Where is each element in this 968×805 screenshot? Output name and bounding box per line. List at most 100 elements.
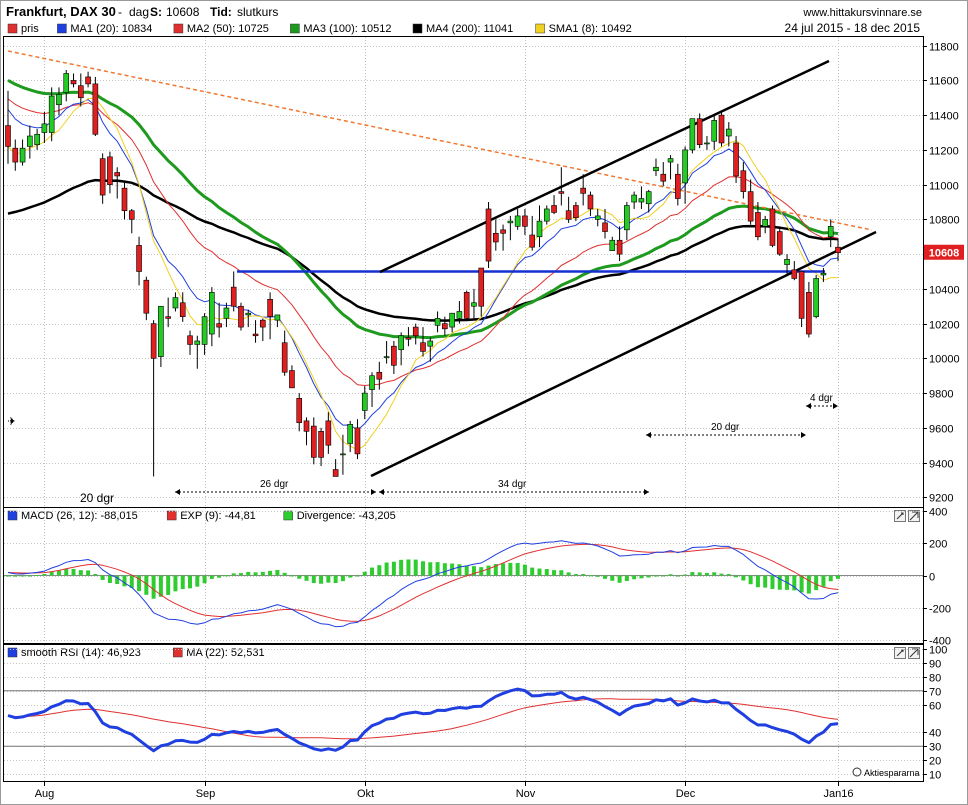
candle xyxy=(645,189,652,213)
divergence-bar xyxy=(646,575,651,578)
candle-body xyxy=(158,305,164,357)
y-axis-labels: 9200 9400 9600 9800 10000 10200 10400 10 60 0 1080… xyxy=(923,42,960,782)
candle xyxy=(383,340,390,364)
candle-body xyxy=(391,345,397,366)
candle-body xyxy=(769,208,776,246)
divergence-bar xyxy=(814,575,819,591)
candle xyxy=(78,73,84,107)
divergence-bar xyxy=(6,575,10,577)
candle-body xyxy=(478,267,485,307)
candle xyxy=(689,118,696,154)
candle xyxy=(63,70,70,102)
divergence-bar xyxy=(457,564,462,576)
rsi-legend: smooth RSI (14): 46,923 MA (22): 52,531 xyxy=(7,647,265,659)
divergence-bar xyxy=(86,570,91,576)
candle xyxy=(602,208,608,239)
candle xyxy=(682,146,688,204)
candle xyxy=(820,268,827,282)
candle xyxy=(391,340,397,374)
legend-label: MACD (26, 12): -88,015 xyxy=(21,510,138,522)
legend-swatch xyxy=(173,647,183,658)
candle xyxy=(303,417,310,446)
candle-body xyxy=(5,125,11,147)
candle-body xyxy=(529,234,536,248)
candle-body xyxy=(216,323,222,328)
candle xyxy=(529,215,536,251)
divergence-bar xyxy=(508,562,513,576)
legend-label: MA2 (50): 10725 xyxy=(187,23,269,35)
divergence-bar xyxy=(151,575,156,599)
divergence-bar xyxy=(624,575,629,582)
candle xyxy=(332,459,339,477)
candle-body xyxy=(179,302,186,317)
y-tick-label: 11400 xyxy=(929,111,959,123)
divergence-bar xyxy=(493,564,498,576)
candle-body xyxy=(19,147,26,163)
divergence-bar xyxy=(93,573,98,576)
divergence-bar xyxy=(573,574,578,576)
divergence-bar xyxy=(333,575,338,584)
divergence-bar xyxy=(49,571,54,576)
divergence-bar xyxy=(224,575,229,577)
divergence-bar xyxy=(486,565,491,576)
divergence-bar xyxy=(246,571,251,576)
candle xyxy=(740,162,747,199)
candle xyxy=(558,167,565,206)
period-label: dag xyxy=(129,5,149,19)
candle xyxy=(216,302,222,338)
downtrend-dashed-line xyxy=(7,50,873,231)
candle xyxy=(769,205,776,248)
divergence-bar xyxy=(27,575,32,577)
candle xyxy=(92,76,99,137)
price-tag-value: 10608 xyxy=(929,248,960,260)
candle-body xyxy=(733,142,739,177)
candle-body xyxy=(369,375,375,390)
candle-body xyxy=(325,420,332,446)
candle xyxy=(784,254,790,275)
candle-body xyxy=(354,427,361,455)
candle-body xyxy=(682,149,688,184)
candle-body xyxy=(624,205,630,231)
candle-body xyxy=(223,307,230,319)
candle-body xyxy=(165,316,171,319)
x-tick-label: Sep xyxy=(196,788,216,800)
date-range: 24 jul 2015 - 18 dec 2015 xyxy=(785,21,921,35)
candle xyxy=(99,153,106,204)
tid-label: Tid: xyxy=(210,5,232,19)
divergence-bar xyxy=(209,575,214,579)
candle-body xyxy=(41,123,48,133)
divergence-bar xyxy=(661,575,666,577)
candle-body xyxy=(594,215,601,220)
candle xyxy=(179,292,186,322)
candle-body xyxy=(230,286,237,307)
candle-body xyxy=(449,312,455,328)
divergence-bar xyxy=(289,575,294,577)
divergence-bar xyxy=(792,575,797,591)
candle xyxy=(507,215,514,241)
rsi-panel xyxy=(3,644,924,782)
candle-body xyxy=(667,158,674,163)
legend-swatch xyxy=(57,23,67,34)
legend-swatch xyxy=(7,510,18,521)
divergence-bar xyxy=(56,570,61,576)
candle xyxy=(704,136,710,150)
rsi-panel-controls xyxy=(894,647,920,659)
divergence-bar xyxy=(100,575,105,580)
rsi-line xyxy=(7,687,839,753)
candle xyxy=(587,191,594,216)
candle-body xyxy=(573,205,579,218)
divergence-bar xyxy=(421,561,425,576)
candle xyxy=(609,236,616,251)
candle-body xyxy=(631,194,637,203)
divergence-bar xyxy=(377,565,382,576)
divergence-bar xyxy=(188,575,193,589)
candle xyxy=(398,332,404,366)
legend-swatch xyxy=(7,647,18,658)
candle-body xyxy=(99,158,106,196)
y-tick-label: 90 xyxy=(929,659,941,671)
candle-body xyxy=(507,220,514,224)
candle-body xyxy=(92,83,99,135)
candle-body xyxy=(835,246,841,254)
y-tick-label: 11800 xyxy=(929,42,959,54)
header-separator: - xyxy=(118,5,122,19)
